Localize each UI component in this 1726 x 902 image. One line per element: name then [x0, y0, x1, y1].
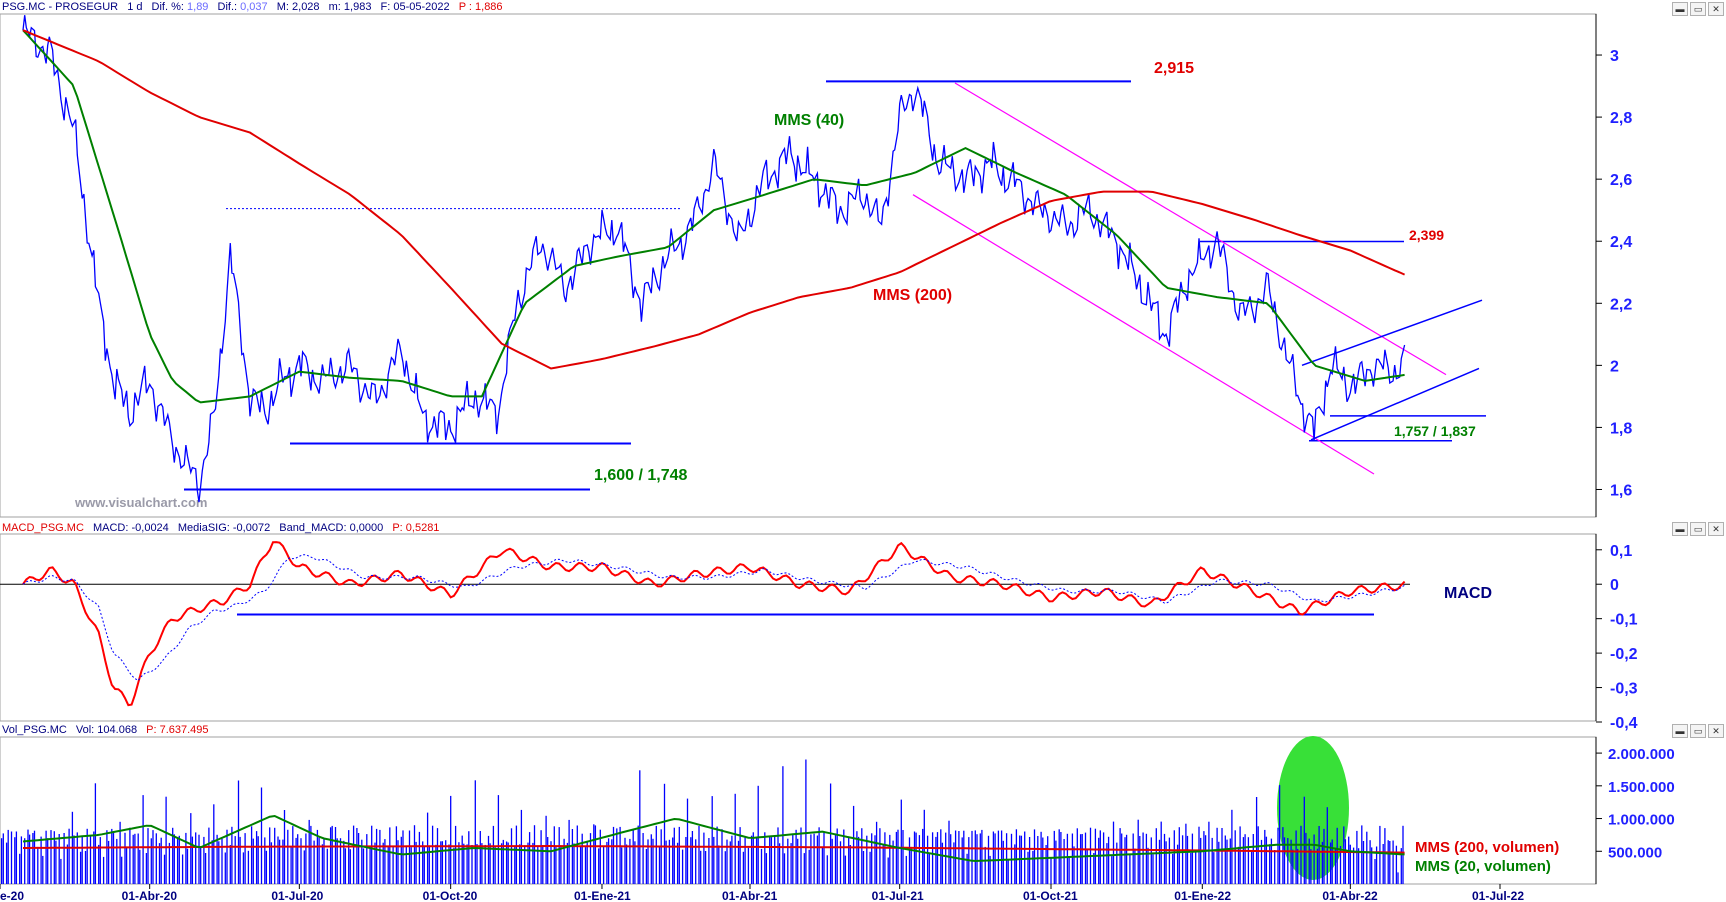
volume-header: Vol_PSG.MC Vol: 104.068 P: 7.637.495	[2, 724, 215, 736]
price-layer	[22, 15, 1486, 503]
price-value: 1,886	[475, 1, 503, 13]
macd-y-tick-label: -0,1	[1610, 612, 1638, 629]
recent-support-label: 1,757 / 1,837	[1394, 423, 1476, 439]
watermark-text: www.visualchart.com	[74, 495, 207, 510]
mms40-line	[22, 29, 1405, 404]
vol-p-label: P:	[146, 724, 157, 736]
vol-value: 104.068	[97, 724, 138, 736]
macd-y-tick-label: 0	[1610, 577, 1619, 594]
signal-label: MediaSIG:	[177, 522, 230, 534]
volume-mms20-line	[22, 814, 1405, 863]
vol-label: Vol:	[75, 724, 95, 736]
x-axis-tick-label: 01-Ene-22	[1174, 889, 1231, 902]
volume-legend-200: MMS (200, volumen)	[1415, 839, 1559, 856]
interval: 1 d	[127, 1, 143, 13]
date-value: 05-05-2022	[393, 1, 450, 13]
band-value: 0,0000	[349, 522, 384, 534]
price-panel-frame	[0, 13, 1597, 518]
volume-maximize-button[interactable]: ▭	[1690, 724, 1706, 738]
mms200-label: MMS (200)	[873, 287, 952, 304]
vol-p-value: 7.637.495	[159, 724, 209, 736]
price-maximize-button[interactable]: ▭	[1690, 2, 1706, 16]
macd-y-tick-label: 0,1	[1610, 543, 1632, 560]
wedge-upper-line	[1301, 299, 1483, 367]
price-y-tick-label: 2	[1610, 358, 1619, 375]
min-value: 1,983	[343, 1, 372, 13]
mms40-label: MMS (40)	[774, 112, 844, 129]
volume-layer	[0, 736, 1405, 884]
macd-y-tick-label: -0,4	[1610, 715, 1638, 732]
axis-layer: 3 2,8 2,6 2,4 2,2 2 1,8 1,6 0,1 0 -0,1 -0,2 -0,3 -0,4…	[0, 48, 1675, 902]
macd-layer	[0, 541, 1410, 707]
price-series-line	[22, 15, 1406, 503]
price-header: PSG.MC - PROSEGUR 1 d Dif. %: 1,89 Dif.:…	[2, 1, 509, 13]
macd-title: MACD	[1444, 585, 1492, 602]
x-axis-tick-label: 01-Abr-20	[122, 889, 178, 902]
price-y-tick-label: 3	[1610, 48, 1619, 65]
price-y-tick-label: 1,6	[1610, 482, 1632, 499]
dif-pct-label: Dif. %:	[151, 1, 184, 13]
price-y-tick-label: 2,2	[1610, 296, 1632, 313]
volume-y-tick-label: 1.000.000	[1608, 812, 1675, 829]
x-axis-tick-label: 01-Oct-20	[423, 889, 478, 902]
macd-p-label: P:	[392, 522, 403, 534]
mid-high-label: 2,399	[1409, 227, 1444, 243]
ticker-name: PSG.MC - PROSEGUR	[2, 1, 119, 13]
macd-p-value: 0,5281	[405, 522, 440, 534]
macd-line	[22, 541, 1406, 707]
dif-pct-value: 1,89	[187, 1, 209, 13]
price-minimize-button[interactable]: ▬	[1672, 2, 1688, 16]
dif-value: 0,037	[240, 1, 268, 13]
price-y-tick-label: 2,6	[1610, 172, 1632, 189]
dif-label: Dif.:	[217, 1, 238, 13]
x-axis-tick-label: 01-Abr-22	[1322, 889, 1378, 902]
wedge-lower-line	[1310, 367, 1480, 441]
high-label: 2,915	[1154, 60, 1194, 77]
macd-y-tick-label: -0,2	[1610, 646, 1638, 663]
x-axis-tick-label: 01-Jul-20	[271, 889, 323, 902]
x-axis-tick-label: 01-Ene-21	[574, 889, 631, 902]
macd-name: MACD_PSG.MC	[2, 522, 84, 534]
price-y-tick-label: 1,8	[1610, 420, 1632, 437]
max-label: M:	[276, 1, 289, 13]
x-axis-tick-label: 01-Jul-21	[872, 889, 924, 902]
volume-close-button[interactable]: ✕	[1708, 724, 1724, 738]
support-label: 1,600 / 1,748	[594, 467, 688, 484]
max-value: 2,028	[292, 1, 320, 13]
signal-value: -0,0072	[232, 522, 271, 534]
price-close-button[interactable]: ✕	[1708, 2, 1724, 16]
x-axis-tick-label: e-20	[0, 889, 24, 902]
volume-y-tick-label: 500.000	[1608, 844, 1662, 861]
volume-minimize-button[interactable]: ▬	[1672, 724, 1688, 738]
macd-label: MACD:	[92, 522, 129, 534]
macd-close-button[interactable]: ✕	[1708, 522, 1724, 536]
price-y-tick-label: 2,4	[1610, 234, 1632, 251]
min-label: m:	[328, 1, 341, 13]
mms200-line	[22, 29, 1406, 370]
volume-mms200-line	[23, 845, 1405, 854]
x-axis-tick-label: 01-Abr-21	[722, 889, 778, 902]
date-label: F:	[380, 1, 391, 13]
macd-signal-line	[22, 554, 1405, 682]
volume-name: Vol_PSG.MC	[2, 724, 67, 736]
channel-upper-line	[954, 82, 1447, 376]
macd-minimize-button[interactable]: ▬	[1672, 522, 1688, 536]
volume-legend-20: MMS (20, volumen)	[1415, 858, 1551, 875]
macd-value: -0,0024	[131, 522, 169, 534]
macd-y-tick-label: -0,3	[1610, 681, 1638, 698]
price-y-tick-label: 2,8	[1610, 110, 1632, 127]
band-label: Band_MACD:	[279, 522, 347, 534]
macd-header: MACD_PSG.MC MACD: -0,0024 MediaSIG: -0,0…	[2, 522, 445, 534]
macd-maximize-button[interactable]: ▭	[1690, 522, 1706, 536]
x-axis-tick-label: 01-Jul-22	[1472, 889, 1524, 902]
price-label: P :	[458, 1, 472, 13]
x-axis-tick-label: 01-Oct-21	[1023, 889, 1078, 902]
volume-y-tick-label: 2.000.000	[1608, 746, 1675, 763]
volume-y-tick-label: 1.500.000	[1608, 779, 1675, 796]
channel-lower-line	[912, 194, 1375, 475]
macd-panel-frame	[0, 533, 1597, 722]
